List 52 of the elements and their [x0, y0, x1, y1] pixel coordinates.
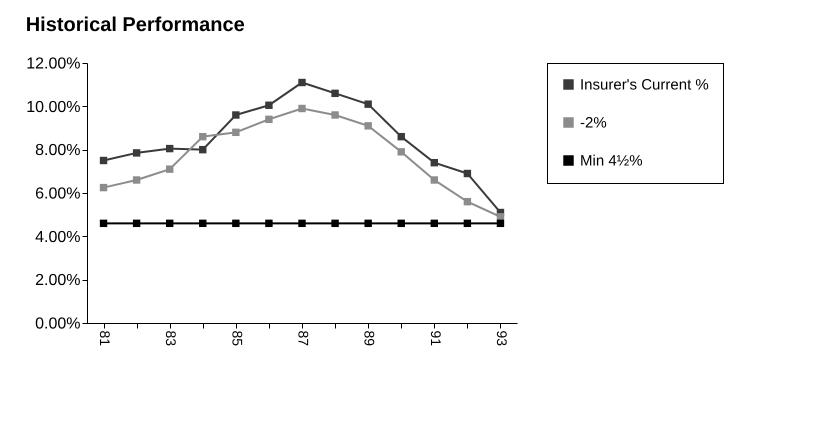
point: [265, 116, 273, 124]
point: [364, 220, 372, 228]
point: [199, 146, 206, 154]
point: [232, 111, 240, 119]
point: [496, 220, 504, 228]
x-tick-label: 89: [362, 330, 378, 346]
point: [166, 220, 174, 228]
point: [232, 220, 240, 228]
y-tick-label: 12.00%: [26, 56, 80, 72]
point: [265, 220, 273, 228]
point: [331, 220, 339, 228]
point: [331, 90, 339, 98]
y-tick-label: 0.00%: [35, 316, 80, 332]
y-tick-label: 8.00%: [35, 142, 80, 160]
point: [464, 170, 472, 178]
x-tick-label: 83: [163, 330, 180, 346]
point: [132, 220, 140, 228]
point: [166, 165, 174, 173]
point: [398, 148, 405, 156]
point: [364, 100, 372, 108]
point: [100, 184, 108, 192]
point: [199, 132, 206, 140]
point: [100, 220, 108, 228]
point: [166, 144, 174, 152]
point: [298, 220, 306, 228]
y-tick-label: 4.00%: [35, 228, 80, 246]
legend-label: Min 4½%: [580, 152, 643, 170]
point: [232, 128, 240, 136]
x-tick-label: 87: [296, 330, 312, 346]
x-tick-label: 81: [97, 330, 114, 346]
x-tick-label: 91: [428, 330, 444, 346]
point: [464, 198, 472, 206]
point: [132, 176, 140, 184]
point: [398, 132, 405, 140]
point: [398, 220, 405, 228]
x-tick-label: 85: [229, 330, 246, 346]
x-tick-label: 93: [494, 330, 510, 346]
chart-title: Historical Performance: [26, 14, 245, 36]
point: [331, 111, 339, 119]
point: [430, 220, 438, 228]
point: [199, 220, 206, 228]
point: [364, 122, 372, 130]
y-tick-label: 6.00%: [35, 186, 80, 202]
point: [430, 158, 438, 166]
point: [265, 102, 273, 109]
y-tick-label: 10.00%: [26, 98, 80, 116]
point: [132, 149, 140, 157]
point: [430, 176, 438, 184]
legend-label: -2%: [580, 114, 607, 132]
y-tick-label: 2.00%: [35, 272, 80, 290]
legend-label: Insurer's Current %: [580, 76, 709, 94]
point: [464, 220, 472, 228]
